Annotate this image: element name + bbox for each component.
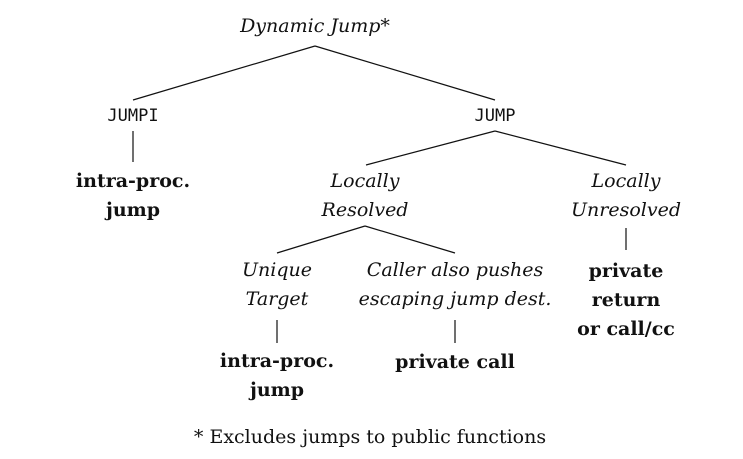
edge-resolved-unique <box>276 225 366 254</box>
node-line: Unresolved <box>571 199 681 221</box>
leaf-line: private <box>588 260 664 282</box>
node-line: Caller also pushes <box>366 259 544 281</box>
node-unique-target: Unique Target <box>242 256 312 314</box>
leaf-line: intra-proc. <box>75 170 191 192</box>
node-jumpi: JUMPI <box>107 106 159 126</box>
leaf-private-return-callcc: private return or call/cc <box>577 257 675 344</box>
edge-root-jump <box>314 45 496 101</box>
leaf-line: private call <box>395 351 515 373</box>
edge-root-jumpi <box>132 45 316 101</box>
leaf-line: intra-proc. <box>219 350 335 372</box>
node-line: escaping jump dest. <box>358 288 552 310</box>
edge-resolved-caller <box>364 225 456 254</box>
node-dynamic-jump: Dynamic Jump* <box>240 15 390 37</box>
node-jump: JUMP <box>474 106 516 126</box>
leaf-line: jump <box>249 379 305 401</box>
node-line: Unique <box>242 259 312 281</box>
leaf-jumpi-intra-proc-jump: intra-proc. jump <box>76 167 190 225</box>
node-line: Locally <box>591 170 661 192</box>
node-caller-pushes: Caller also pushes escaping jump dest. <box>359 256 552 314</box>
node-line: Locally <box>330 170 400 192</box>
node-locally-unresolved: Locally Unresolved <box>571 167 681 225</box>
leaf-unique-intra-proc-jump: intra-proc. jump <box>220 347 334 405</box>
leaf-line: return <box>591 289 661 311</box>
node-locally-resolved: Locally Resolved <box>322 167 409 225</box>
leaf-private-call: private call <box>395 348 515 377</box>
node-line: Resolved <box>321 199 409 221</box>
edge-jump-resolved <box>365 130 496 166</box>
node-line: Target <box>245 288 309 310</box>
edge-jump-unresolved <box>494 130 627 166</box>
leaf-line: jump <box>105 199 161 221</box>
footnote: * Excludes jumps to public functions <box>193 426 547 448</box>
leaf-line: or call/cc <box>577 318 675 340</box>
